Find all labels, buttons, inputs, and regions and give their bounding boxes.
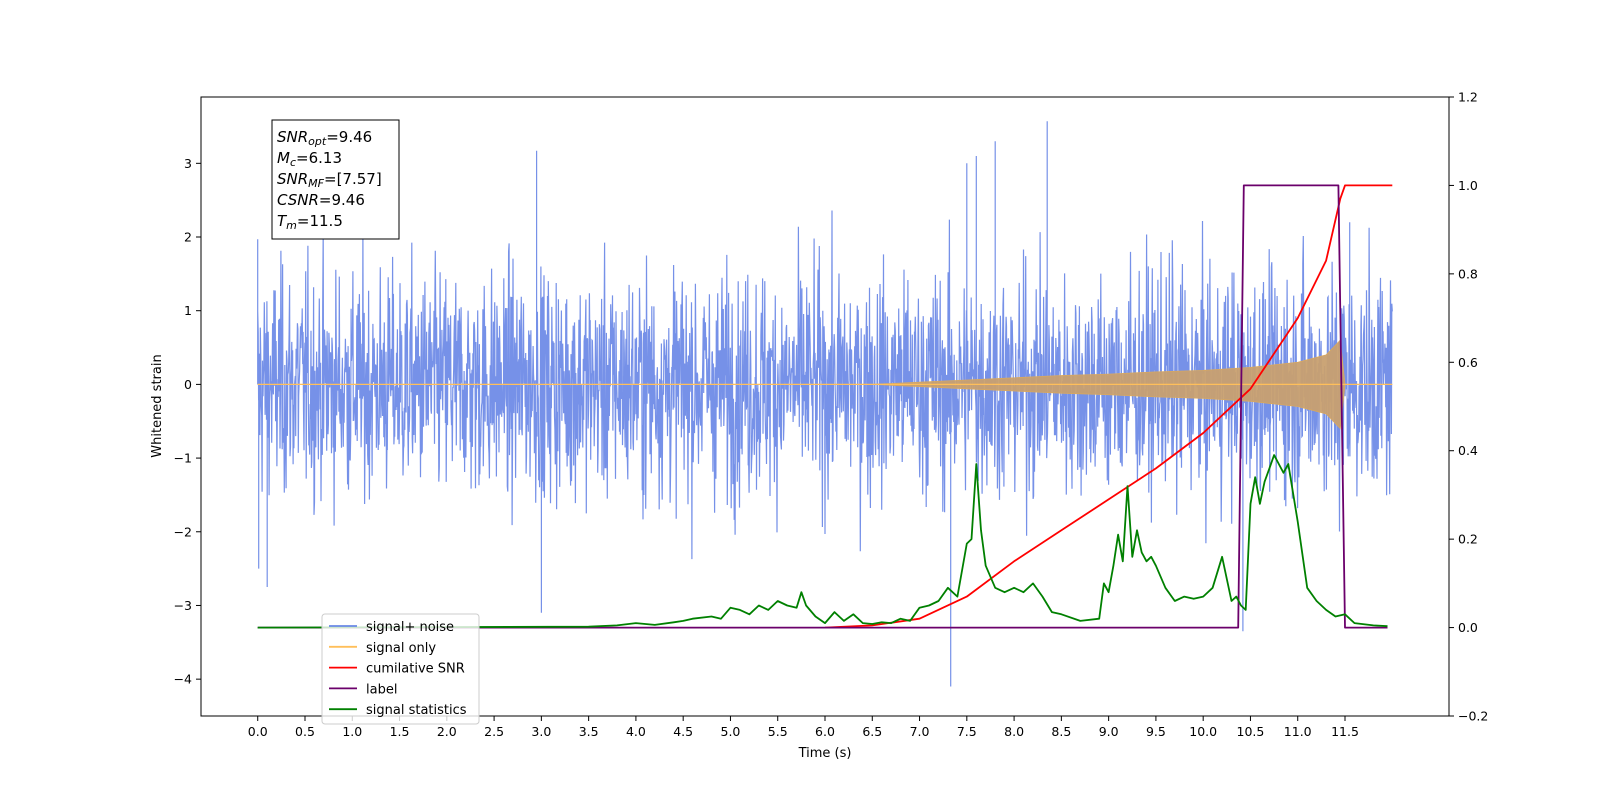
annotation-symbol: T: [277, 212, 288, 230]
x-tick-label: 2.0: [437, 724, 457, 739]
y2-tick-label: 0.0: [1458, 620, 1478, 635]
y2-tick-label: 0.4: [1458, 443, 1478, 458]
x-tick-label: 7.0: [910, 724, 930, 739]
annotation-value: =[7.57]: [324, 170, 382, 188]
x-tick-label: 9.5: [1146, 724, 1166, 739]
annotation-symbol: SNR: [277, 128, 308, 146]
x-tick-label: 4.5: [673, 724, 693, 739]
annotation-frame: [271, 119, 400, 240]
series-signal-statistics: [257, 454, 1388, 629]
x-tick-label: 1.5: [390, 724, 410, 739]
y-axis-label: Whitened strain: [150, 354, 165, 457]
y-tick-label: 0: [184, 377, 192, 392]
legend-label: signal only: [366, 641, 436, 656]
annotation-symbol: SNR: [277, 170, 308, 188]
annotation-value: =9.46: [319, 191, 365, 209]
legend-label: cumilative SNR: [366, 662, 465, 677]
annotation-value: =6.13: [296, 149, 342, 167]
annotation-line: SNRopt=9.46: [277, 128, 372, 148]
annotation-symbol: CSNR: [277, 191, 319, 209]
y-tick-label: −1: [174, 451, 192, 466]
x-tick-label: 10.5: [1237, 724, 1265, 739]
annotation-line: CSNR=9.46: [277, 191, 365, 209]
series-label: [257, 184, 1388, 629]
x-tick-label: 5.0: [721, 724, 741, 739]
x-tick-label: 7.5: [957, 724, 977, 739]
y-axis-left: 3 2 1 0 −1 −2 −3 −4: [174, 156, 201, 687]
series-signal-plus-noise: [257, 121, 1393, 687]
x-axis-label: Time (s): [798, 746, 852, 761]
legend: signal+ noise signal only cumilative SNR la…: [321, 613, 480, 725]
x-tick-label: 3.5: [579, 724, 599, 739]
y2-tick-label: 0.8: [1458, 266, 1478, 281]
x-axis: 0.0 0.5 1.0 1.5 2.0 2.5 3.0 3.5 4.0 4.5 5.0 5.5 6.0 6…: [248, 716, 1359, 739]
y2-tick-label: 0.6: [1458, 355, 1478, 370]
x-tick-label: 10.0: [1189, 724, 1217, 739]
x-tick-label: 4.0: [626, 724, 646, 739]
y-axis-right: 1.2 1.0 0.8 0.6 0.4 0.2 0.0 −0.2: [1449, 90, 1488, 724]
x-tick-label: 11.0: [1284, 724, 1312, 739]
y-tick-label: −2: [174, 524, 192, 539]
x-tick-label: 2.5: [484, 724, 504, 739]
annotation-box: SNRopt=9.46Mc=6.13SNRMF=[7.57]CSNR=9.46T…: [271, 119, 400, 240]
x-tick-label: 11.5: [1331, 724, 1359, 739]
legend-frame: [321, 613, 480, 725]
x-tick-label: 8.0: [1004, 724, 1024, 739]
y2-tick-label: 0.2: [1458, 532, 1478, 547]
legend-label: label: [366, 682, 397, 697]
x-tick-label: 1.0: [342, 724, 362, 739]
annotation-line: Tm=11.5: [277, 212, 343, 232]
y-tick-label: −4: [174, 672, 192, 687]
y2-tick-label: −0.2: [1458, 709, 1488, 724]
x-tick-label: 5.5: [768, 724, 788, 739]
x-tick-label: 6.0: [815, 724, 835, 739]
annotation-line: Mc=6.13: [277, 149, 342, 169]
annotation-subscript: m: [286, 219, 297, 232]
x-tick-label: 6.5: [862, 724, 882, 739]
legend-label: signal statistics: [366, 703, 467, 718]
y-tick-label: 2: [184, 230, 192, 245]
y-tick-label: −3: [174, 598, 192, 613]
x-tick-label: 0.0: [248, 724, 268, 739]
y-tick-label: 1: [184, 303, 192, 318]
annotation-line: SNRMF=[7.57]: [277, 170, 382, 190]
x-tick-label: 8.5: [1051, 724, 1071, 739]
annotation-subscript: c: [290, 156, 296, 169]
y2-tick-label: 1.0: [1458, 178, 1478, 193]
x-tick-label: 9.0: [1099, 724, 1119, 739]
annotation-subscript: opt: [308, 135, 327, 148]
y2-tick-label: 1.2: [1458, 90, 1478, 105]
y-tick-label: 3: [184, 156, 192, 171]
annotation-value: =11.5: [297, 212, 343, 230]
annotation-subscript: MF: [308, 177, 324, 190]
annotation-value: =9.46: [326, 128, 372, 146]
annotation-symbol: M: [277, 149, 290, 167]
x-tick-label: 3.0: [531, 724, 551, 739]
series-cumulative-snr: [824, 184, 1393, 629]
plot-area: [257, 121, 1393, 687]
x-tick-label: 0.5: [295, 724, 315, 739]
legend-label: signal+ noise: [366, 620, 454, 635]
